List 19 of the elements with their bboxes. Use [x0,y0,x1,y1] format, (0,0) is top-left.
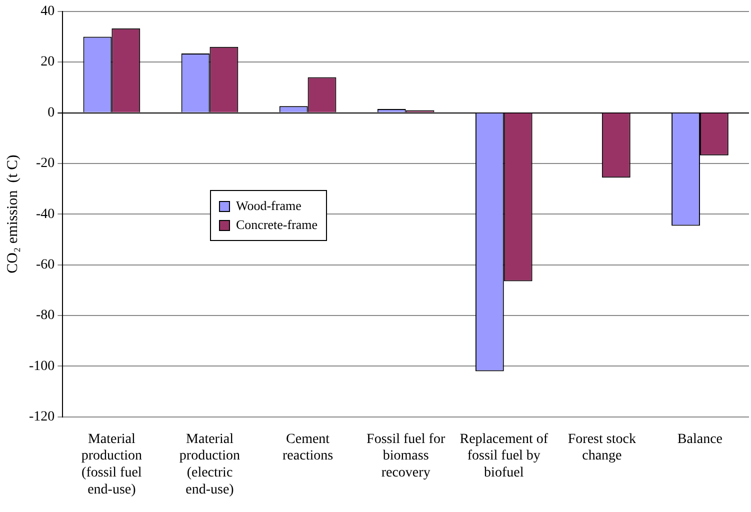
x-tick-label: Balance [677,432,723,447]
legend-label: Concrete-frame [236,217,318,233]
x-tick-label: Cement reactions [282,432,334,464]
y-axis-title: CO₂ emission (t C) [4,154,21,274]
x-tick-label: Fossil fuel for biomass recovery [366,432,446,480]
x-tick-label: Material production (electric end-use) [179,432,240,498]
y-tick-label: -100 [28,358,55,374]
y-tick-label: -80 [36,308,55,324]
x-tick-label: Replacement of fossil fuel by biofuel [460,432,548,480]
x-tick-label: Forest stock change [568,432,636,464]
y-tick-label: 0 [48,105,55,120]
y-tick-label: -20 [36,156,55,172]
legend-label: Wood-frame [236,198,302,214]
x-tick-label: Material production (fossil fuel end-use) [81,432,142,498]
y-tick-label: -60 [36,257,55,272]
y-tick-label: -40 [36,206,55,222]
y-tick-label: -120 [28,409,55,424]
y-tick-label: 40 [40,4,55,20]
y-tick-label: 20 [40,54,55,70]
